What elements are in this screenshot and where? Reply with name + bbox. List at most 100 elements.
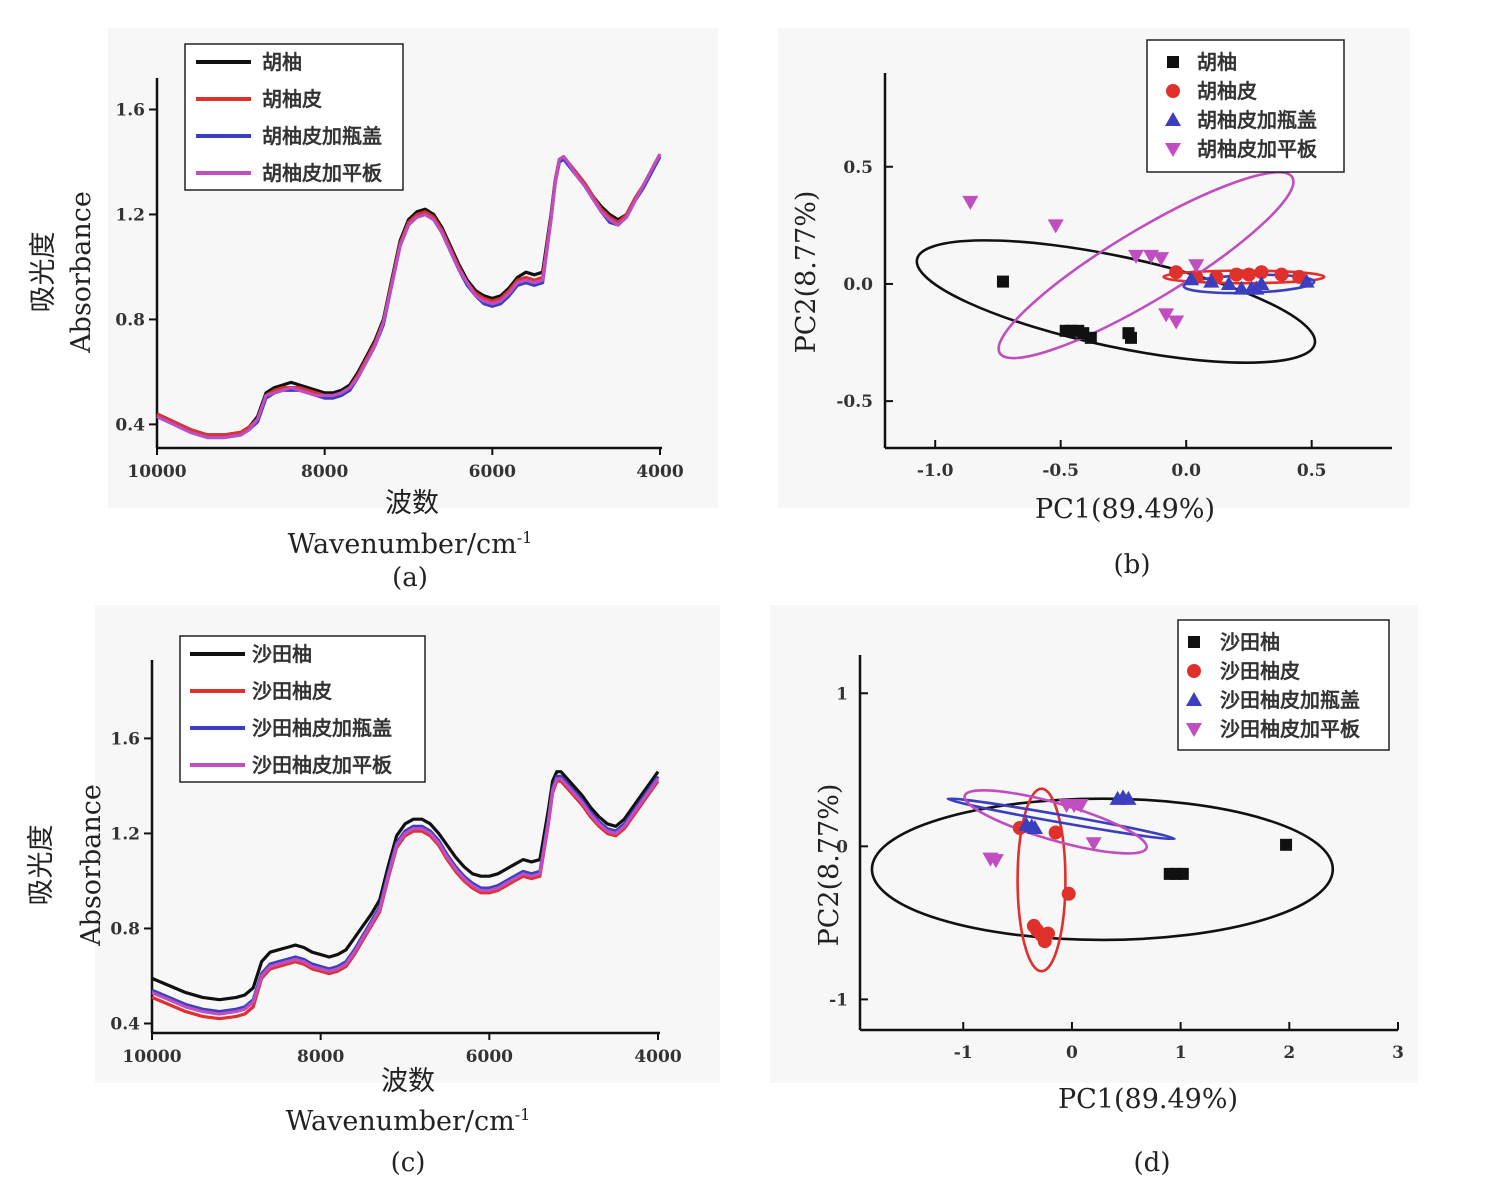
panel-a-xlabel-sup: -1 [517, 528, 533, 547]
panel-c-xtick-label: 6000 [466, 1047, 513, 1067]
panel-d-ytick-label: 1 [836, 684, 848, 704]
panel-d-legend-marker-1 [1188, 636, 1200, 648]
panel-a-ytick-label: 1.2 [115, 205, 145, 225]
panel-b-point-series-4 [1168, 315, 1185, 330]
panel-c-xlabel-main: Wavenumber/cm [286, 1106, 515, 1137]
panel-a: 0.4 0.8 1.2 1.6 10000 8000 6000 4000 胡柚胡柚皮胡柚皮加瓶盖… [115, 43, 684, 482]
panel-c-ytick-label: 1.2 [110, 824, 140, 844]
panel-c-ylabel-cn: 吸光度 [26, 825, 57, 906]
panel-b-point-series-2 [1254, 265, 1269, 280]
panel-c-legend-label-4: 沙田柚皮加平板 [252, 753, 393, 777]
panel-d-confidence-ellipse-4 [963, 788, 1148, 855]
panel-b-ytick-label: 0.0 [843, 275, 873, 295]
panel-c-xtick-label: 4000 [634, 1047, 681, 1067]
panel-a-xtick-label: 8000 [301, 462, 348, 482]
panel-b-legend-label-2: 胡柚皮 [1197, 79, 1257, 103]
panel-d-legend-box [1177, 619, 1390, 751]
panel-b: -0.5 0.0 0.5 -1.0 -0.5 0.0 0.5 胡柚胡柚皮胡柚皮加瓶盖胡柚皮加平… [836, 39, 1392, 481]
panel-c-legend-box [179, 635, 426, 783]
panel-a-xlabel: Wavenumber/cm-1 [288, 528, 533, 560]
panel-d-ylabel: PC2(8.77%) [814, 784, 845, 947]
panel-d-legend-label-3: 沙田柚皮加瓶盖 [1220, 688, 1360, 712]
panel-d-point-series-1 [1176, 867, 1189, 880]
panel-d-point-series-2 [1041, 926, 1056, 941]
panel-b-point-series-4 [1188, 259, 1205, 274]
panel-d-xtick-label: 0 [1066, 1043, 1078, 1063]
panel-a-legend-label-2: 胡柚皮 [262, 87, 322, 111]
panel-a-ylabel-cn: 吸光度 [28, 232, 59, 313]
panel-b-point-series-4 [1158, 308, 1175, 323]
panel-d-point-series-3 [1120, 790, 1137, 805]
panel-b-xtick-label: -1.0 [917, 461, 954, 481]
panel-a-ytick-label: 0.4 [115, 415, 145, 435]
panel-c-xlabel-sup: -1 [515, 1105, 531, 1124]
panel-b-point-series-1 [996, 275, 1009, 288]
panel-d-legend-marker-4 [1186, 723, 1202, 737]
panel-c-legend-label-1: 沙田柚 [252, 642, 312, 666]
panel-b-point-series-4 [1047, 219, 1064, 234]
panel-c-xtick-label: 8000 [297, 1047, 344, 1067]
panel-d-point-series-1 [1280, 838, 1293, 851]
panel-d-confidence-ellipse-3 [946, 797, 1176, 841]
panel-b-legend-label-3: 胡柚皮加瓶盖 [1197, 108, 1317, 132]
panel-a-xlabel-main: Wavenumber/cm [288, 529, 517, 560]
panel-b-legend-label-1: 胡柚 [1197, 50, 1237, 74]
panel-a-legend-label-4: 胡柚皮加平板 [262, 161, 383, 185]
panel-b-legend-marker-3 [1165, 112, 1181, 126]
panel-b-point-series-2 [1292, 269, 1307, 284]
panel-d-point-series-4 [1085, 837, 1102, 852]
panel-c-xtick-label: 10000 [122, 1047, 181, 1067]
panel-b-point-series-4 [1153, 252, 1170, 267]
panel-d-confidence-ellipse-2 [1016, 787, 1067, 973]
panel-d-point-series-4 [1072, 799, 1089, 813]
panel-d-caption: (d) [1134, 1148, 1171, 1178]
panel-c-xlabel-cn: 波数 [381, 1066, 435, 1097]
panel-b-point-series-2 [1241, 267, 1256, 282]
panel-a-legend-box [184, 43, 404, 191]
panel-d-legend-label-1: 沙田柚 [1220, 630, 1280, 654]
panel-b-point-series-4 [1127, 249, 1144, 264]
panel-b-point-series-3 [1203, 273, 1220, 288]
panel-b-point-series-2 [1274, 267, 1289, 282]
panel-d-xtick-label: 2 [1283, 1043, 1295, 1063]
panel-b-xtick-label: 0.0 [1171, 461, 1201, 481]
panel-c-ylabel: Absorbance [76, 784, 107, 947]
panel-b-point-series-3 [1183, 271, 1200, 286]
panel-b-xtick-label: 0.5 [1297, 461, 1327, 481]
panel-a-ytick-label: 0.8 [115, 310, 145, 330]
panel-b-point-series-3 [1220, 275, 1237, 290]
panel-a-caption: (a) [392, 563, 428, 593]
panel-c-series-line-1 [151, 770, 660, 1002]
panel-b-ytick-label: -0.5 [836, 392, 873, 412]
panel-a-ytick-label: 1.6 [115, 100, 145, 120]
panel-d-xtick-label: -1 [954, 1043, 973, 1063]
panel-c-caption: (c) [391, 1148, 426, 1178]
panel-a-series-line-4 [156, 153, 662, 440]
panel-d-point-series-4 [987, 854, 1004, 869]
panel-d-xtick-label: 3 [1392, 1043, 1404, 1063]
panel-a-xtick-label: 4000 [636, 462, 683, 482]
panel-b-legend-marker-2 [1166, 84, 1180, 98]
panel-b-point-series-2 [1229, 267, 1244, 282]
panel-b-confidence-ellipse-4 [997, 170, 1295, 360]
panel-a-ylabel: Absorbance [66, 191, 97, 354]
panel-a-xtick-label: 6000 [469, 462, 516, 482]
panel-c-ytick-label: 0.8 [110, 919, 140, 939]
panel-c-ytick-label: 1.6 [110, 729, 140, 749]
panel-c-ytick-label: 0.4 [110, 1014, 140, 1034]
panel-d-legend-marker-3 [1186, 692, 1202, 706]
panel-c-series-line-4 [151, 777, 660, 1016]
panel-b-confidence-ellipse-1 [915, 239, 1317, 364]
panel-b-caption: (b) [1114, 550, 1151, 580]
panel-d-legend-marker-2 [1187, 664, 1201, 678]
panel-a-legend-label-3: 胡柚皮加瓶盖 [262, 124, 382, 148]
panel-b-point-series-3 [1253, 275, 1270, 290]
panel-a-xtick-label: 10000 [127, 462, 186, 482]
panel-d-legend-label-4: 沙田柚皮加平板 [1220, 717, 1361, 741]
panel-b-legend-marker-1 [1167, 56, 1179, 68]
panel-b-point-series-2 [1169, 265, 1184, 280]
panel-d-ytick-label: -1 [829, 990, 848, 1010]
panel-c: 0.4 0.8 1.2 1.6 10000 8000 6000 4000 沙田柚沙田柚皮沙田柚皮… [110, 635, 682, 1067]
panel-b-ylabel: PC2(8.77%) [791, 191, 822, 354]
